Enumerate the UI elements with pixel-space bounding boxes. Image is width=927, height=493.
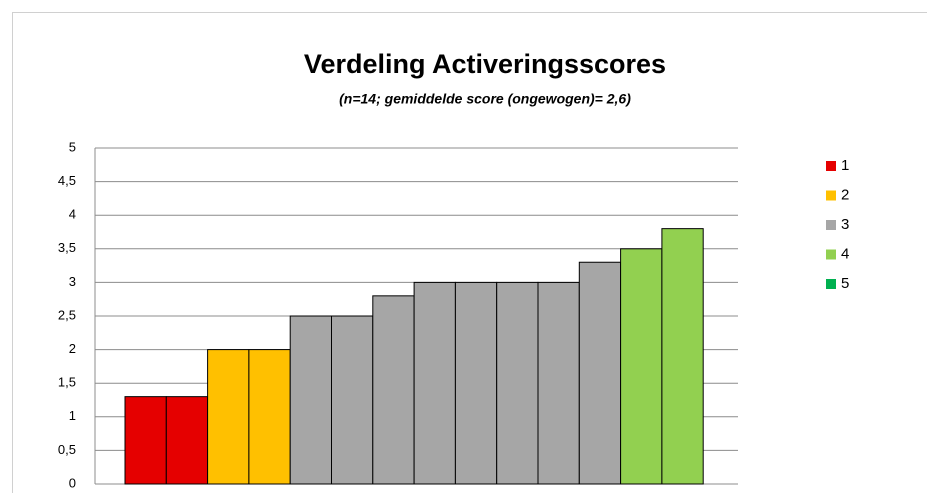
chart-title: Verdeling Activeringsscores (304, 49, 666, 79)
legend-swatch (826, 190, 836, 201)
y-tick-label: 4 (69, 207, 76, 222)
legend-label: 3 (841, 216, 849, 233)
legend-swatch (826, 220, 836, 230)
y-tick-label: 5 (69, 139, 76, 154)
legend-swatch (826, 249, 836, 260)
bar (661, 228, 704, 485)
bar (124, 396, 167, 485)
chart-border (12, 12, 927, 493)
y-tick-label: 3,5 (58, 240, 76, 255)
legend-swatch (826, 279, 836, 289)
legend-swatch (826, 161, 836, 171)
bar (372, 295, 415, 485)
chart-subtitle: (n=14; gemiddelde score (ongewogen)= 2,6… (339, 91, 631, 107)
bar (331, 315, 374, 485)
y-tick-label: 2 (69, 341, 76, 356)
bar (413, 281, 456, 485)
bar (289, 315, 333, 485)
legend-label: 2 (841, 186, 849, 203)
y-tick-label: 2,5 (58, 307, 76, 322)
bar (578, 261, 622, 485)
legend-label: 4 (841, 245, 849, 262)
legend-label: 1 (841, 157, 849, 174)
y-tick-label: 1 (69, 408, 76, 423)
bar (454, 281, 498, 485)
bar (165, 396, 209, 485)
legend-label: 5 (841, 275, 849, 292)
y-tick-label: 0 (69, 475, 76, 490)
y-tick-label: 4,5 (58, 173, 76, 188)
y-tick-label: 0,5 (58, 442, 76, 457)
y-tick-label: 3 (69, 274, 76, 289)
bar (620, 248, 663, 485)
bar (248, 349, 291, 485)
bar (496, 281, 539, 485)
bar (537, 281, 580, 485)
bar (207, 349, 250, 485)
y-tick-label: 1,5 (58, 375, 76, 390)
